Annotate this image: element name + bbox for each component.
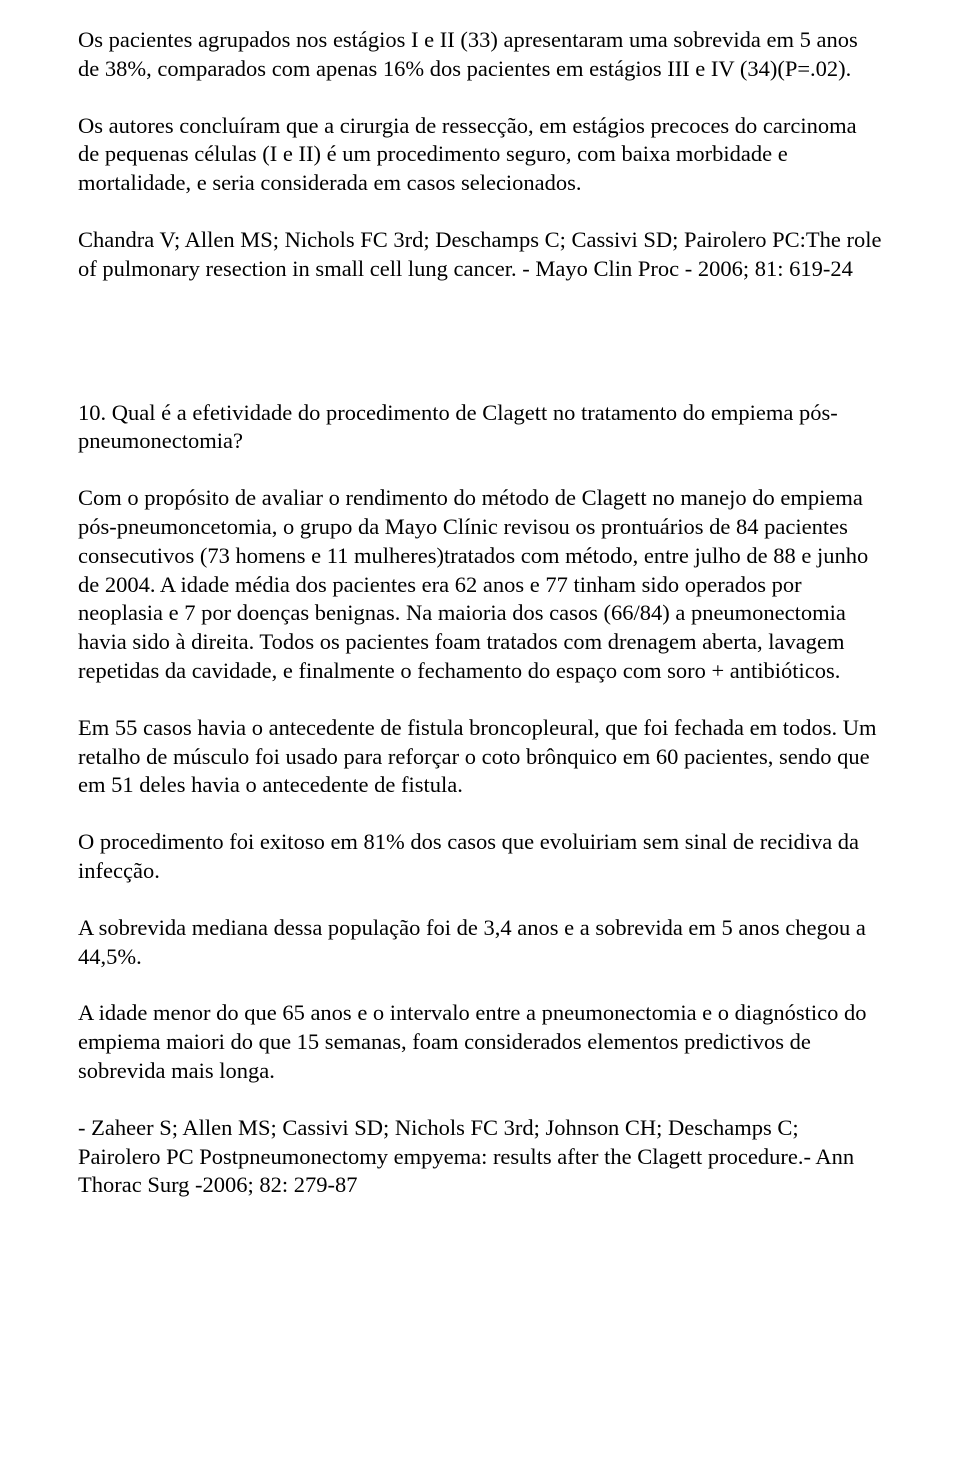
citation: - Zaheer S; Allen MS; Cassivi SD; Nichol… [78,1114,882,1200]
section-heading: 10. Qual é a efetividade do procedimento… [78,399,882,457]
paragraph: A sobrevida mediana dessa população foi … [78,914,882,972]
paragraph: A idade menor do que 65 anos e o interva… [78,999,882,1085]
citation: Chandra V; Allen MS; Nichols FC 3rd; Des… [78,226,882,284]
paragraph: O procedimento foi exitoso em 81% dos ca… [78,828,882,886]
document-page: Os pacientes agrupados nos estágios I e … [0,0,960,1464]
paragraph: Os autores concluíram que a cirurgia de … [78,112,882,198]
paragraph: Com o propósito de avaliar o rendimento … [78,484,882,686]
paragraph: Os pacientes agrupados nos estágios I e … [78,26,882,84]
paragraph: Em 55 casos havia o antecedente de fistu… [78,714,882,800]
